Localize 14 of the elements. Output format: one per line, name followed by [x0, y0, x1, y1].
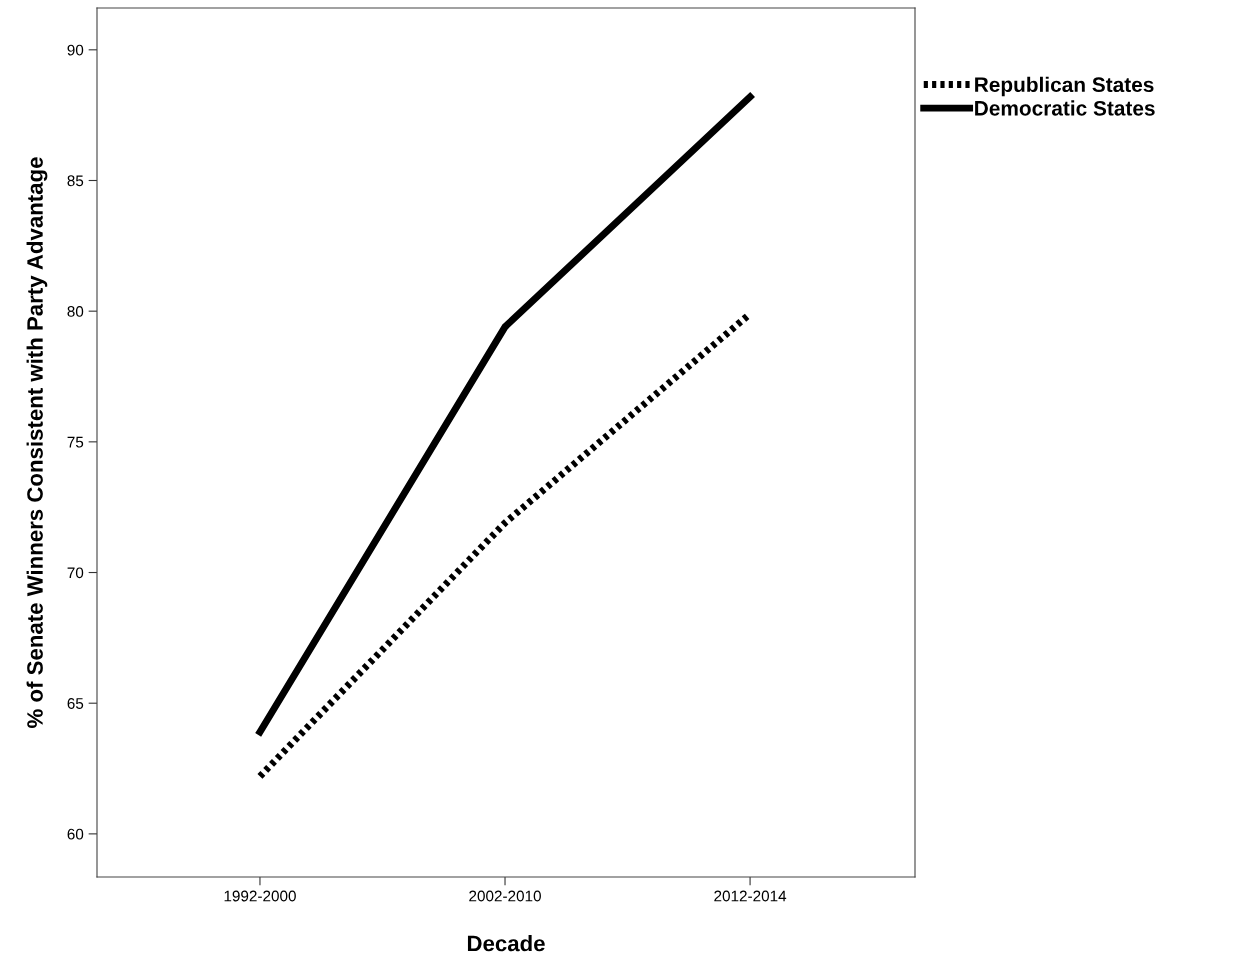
y-tick-label: 60 — [67, 828, 84, 840]
y-tick-label: 90 — [67, 44, 84, 56]
y-tick-label: 70 — [67, 567, 84, 579]
y-tick-label: 75 — [67, 436, 84, 448]
y-axis-title: % of Senate Winners Consistent with Party Advantage — [26, 157, 48, 728]
y-tick-label: 65 — [67, 698, 84, 709]
legend-label: Republican States — [975, 76, 1154, 97]
x-axis-title: Decade — [467, 934, 545, 952]
y-tick-label: 85 — [67, 175, 84, 187]
x-tick-label: 1992-2000 — [224, 890, 296, 902]
y-tick-label: 80 — [67, 306, 84, 317]
x-tick-label: 2012-2014 — [714, 890, 787, 902]
legend-label: Democratic States — [975, 100, 1155, 116]
x-tick-label: 2002-2010 — [469, 890, 541, 902]
